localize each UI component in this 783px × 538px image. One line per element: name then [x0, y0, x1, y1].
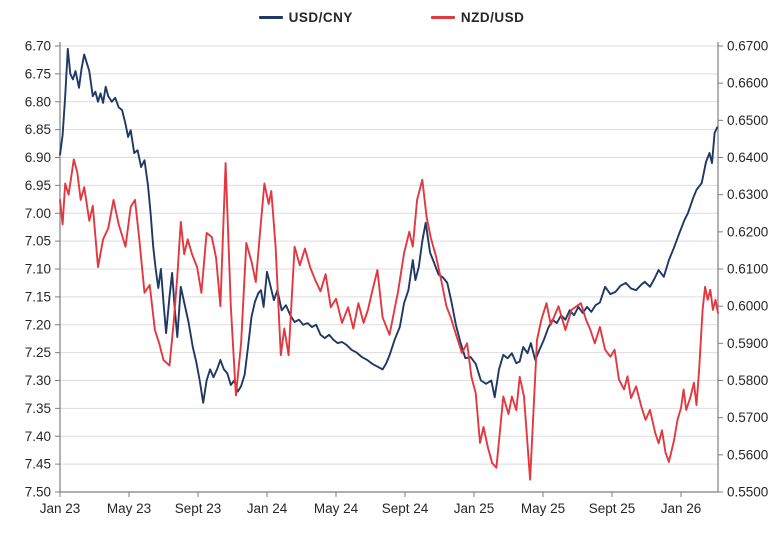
y-right-tick-label: 0.6200 [727, 224, 768, 239]
legend-item-nzdusd: NZD/USD [430, 10, 525, 25]
y-right-tick-label: 0.5600 [727, 447, 768, 462]
y-left-tick-label: 7.00 [25, 206, 51, 221]
y-right-tick-label: 0.5900 [727, 336, 768, 351]
y-left-tick-label: 7.35 [25, 401, 51, 416]
x-tick-label: Sept 25 [589, 501, 636, 516]
y-right-tick-label: 0.5700 [727, 410, 768, 425]
legend-item-usdcny: USD/CNY [258, 10, 353, 25]
y-left-tick-label: 7.15 [25, 289, 51, 304]
x-tick-label: Jan 25 [454, 501, 495, 516]
y-right-tick-label: 0.6100 [727, 262, 768, 277]
x-tick-label: Sept 24 [382, 501, 429, 516]
nzdusd-line-swatch [430, 16, 455, 19]
y-right-tick-label: 0.5500 [727, 485, 768, 500]
y-right-tick-label: 0.6500 [727, 113, 768, 128]
y-left-tick-label: 7.05 [25, 234, 51, 249]
y-left-tick-label: 7.30 [25, 373, 51, 388]
x-tick-label: Jan 23 [40, 501, 81, 516]
y-left-tick-label: 6.90 [25, 150, 51, 165]
y-left-tick-label: 7.45 [25, 457, 51, 472]
y-right-tick-label: 0.6700 [727, 39, 768, 54]
y-left-tick-label: 7.40 [25, 429, 51, 444]
legend-label-nzdusd: NZD/USD [460, 10, 525, 25]
x-tick-label: May 25 [521, 501, 565, 516]
y-left-tick-label: 6.80 [25, 94, 51, 109]
y-left-tick-label: 6.85 [25, 122, 51, 137]
y-right-tick-label: 0.6600 [727, 76, 768, 91]
series-line-usdcny [59, 47, 719, 404]
y-left-tick-label: 6.70 [25, 39, 51, 54]
y-left-tick-label: 7.25 [25, 345, 51, 360]
y-left-tick-label: 7.50 [25, 485, 51, 500]
x-tick-label: May 24 [314, 501, 359, 516]
y-left-tick-label: 7.10 [25, 262, 51, 277]
y-left-tick-label: 6.95 [25, 178, 51, 193]
y-right-tick-label: 0.6300 [727, 187, 768, 202]
chart-legend: USD/CNY NZD/USD [0, 10, 783, 25]
y-right-tick-label: 0.6000 [727, 299, 768, 314]
legend-label-usdcny: USD/CNY [288, 10, 353, 25]
x-tick-label: May 23 [107, 501, 151, 516]
y-left-tick-label: 6.75 [25, 66, 51, 81]
y-left-tick-label: 7.20 [25, 317, 51, 332]
x-tick-label: Jan 26 [661, 501, 702, 516]
series-line-nzdusd [59, 158, 719, 481]
usdcny-line-swatch [258, 16, 283, 19]
y-right-tick-label: 0.5800 [727, 373, 768, 388]
x-tick-label: Sept 23 [175, 501, 222, 516]
y-right-tick-label: 0.6400 [727, 150, 768, 165]
x-tick-label: Jan 24 [247, 501, 288, 516]
